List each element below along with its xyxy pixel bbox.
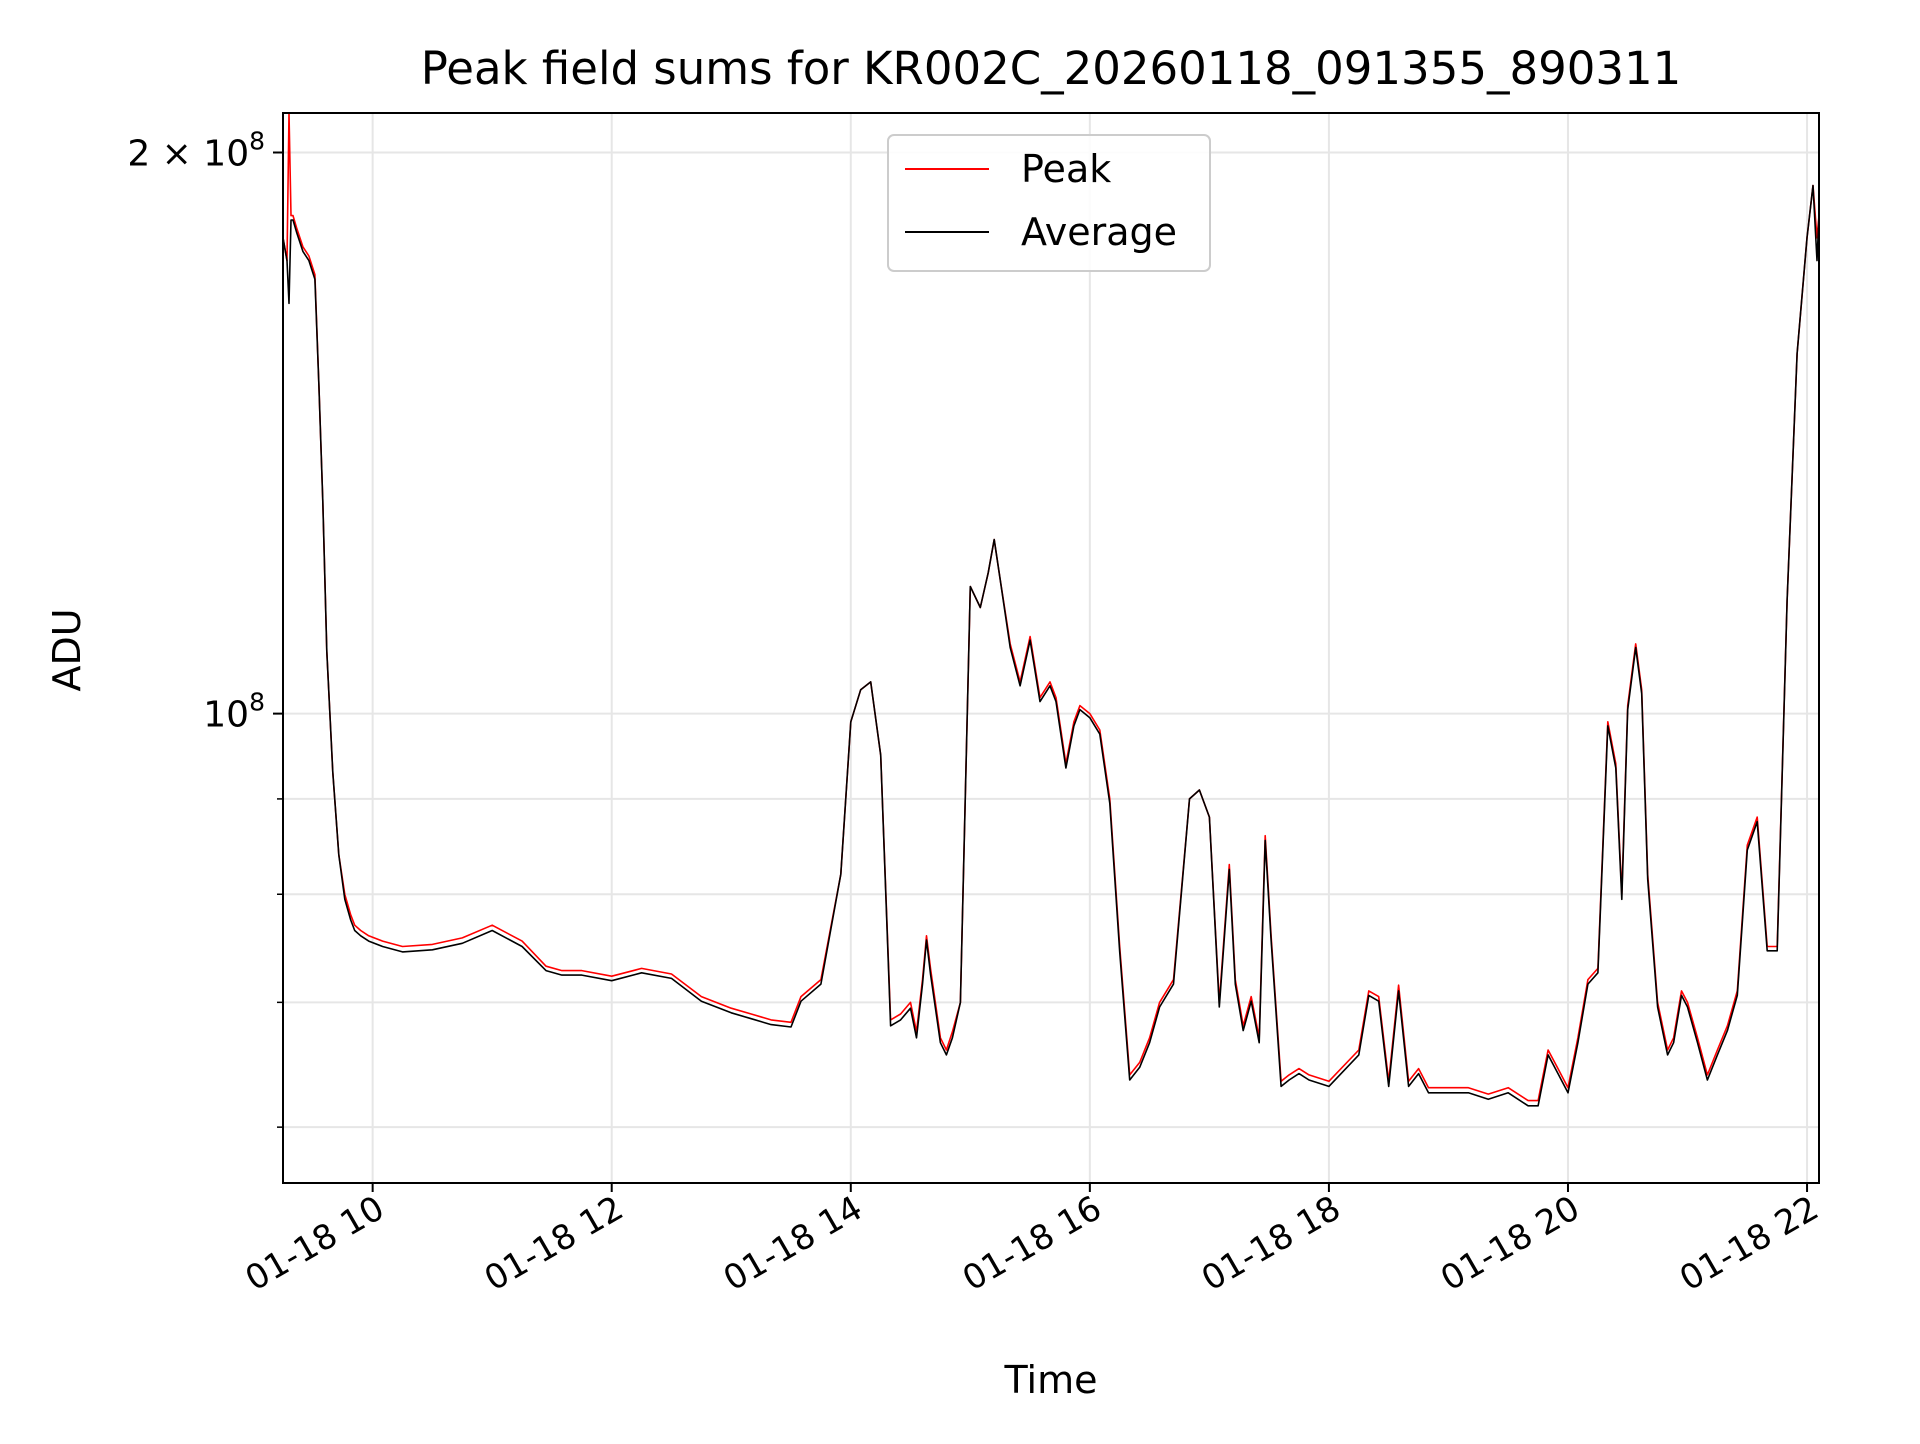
series-layer [283,113,1819,1107]
y-tick-label-exponent: 8 [249,126,265,155]
x-axis-label: Time [1004,1358,1098,1402]
plot-frame [282,112,1820,1184]
y-axis-label: ADU [45,608,89,691]
legend-label-average: Average [1021,210,1177,254]
y-tick-label-base: 2 × 10 [127,133,249,174]
y-tick-label-exponent: 8 [249,688,265,717]
legend-label-peak: Peak [1021,147,1111,191]
grid [283,113,1819,1183]
series-line-average [283,184,1819,1107]
y-tick-label: 108 [203,688,265,736]
y-tick-label: 2 × 108 [127,126,265,174]
chart-title: Peak field sums for KR002C_20260118_0913… [421,42,1681,95]
legend: Peak Average [887,134,1211,272]
y-tick-label-base: 10 [203,695,249,736]
